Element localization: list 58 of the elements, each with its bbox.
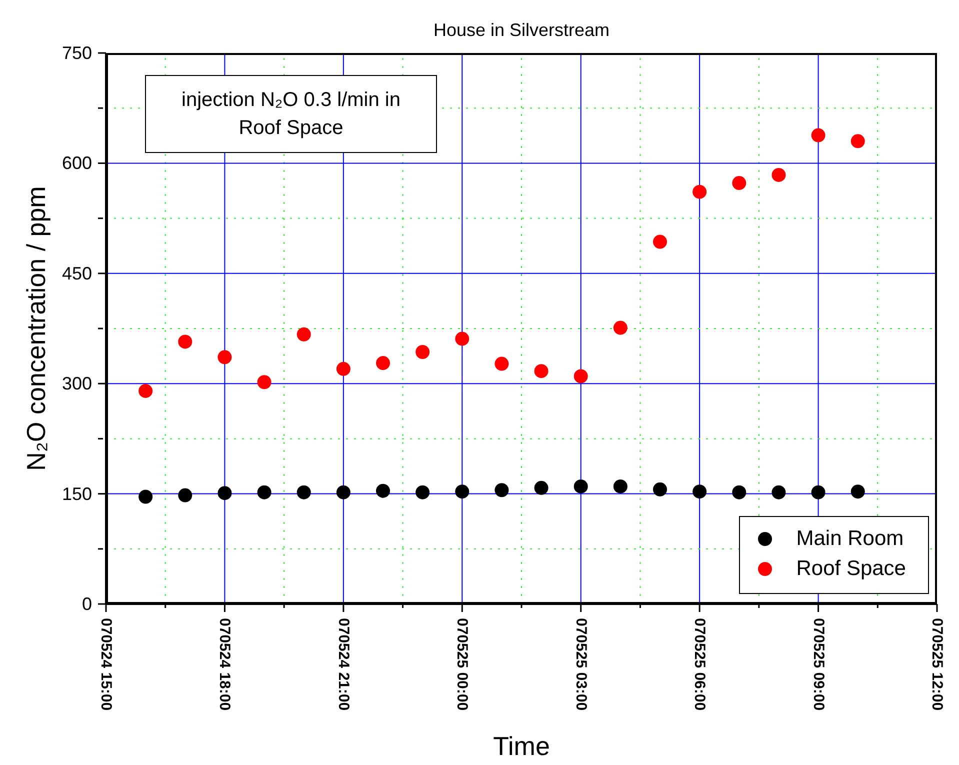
point bbox=[574, 369, 588, 384]
x-tick-label: 070525 06:00 bbox=[691, 618, 708, 711]
point bbox=[494, 356, 509, 371]
point bbox=[296, 327, 311, 342]
point bbox=[534, 364, 548, 378]
point bbox=[534, 480, 548, 495]
y-tick-label: 0 bbox=[82, 594, 92, 614]
point bbox=[772, 485, 786, 500]
legend-label: Roof Space bbox=[796, 557, 906, 581]
point bbox=[455, 484, 470, 499]
x-tick-label: 070525 00:00 bbox=[454, 618, 471, 711]
point bbox=[772, 168, 786, 182]
x-tick-label: 070525 09:00 bbox=[810, 618, 827, 711]
point bbox=[692, 484, 707, 499]
point bbox=[376, 484, 390, 498]
legend-label: Main Room bbox=[796, 527, 904, 551]
point bbox=[811, 485, 826, 500]
point bbox=[574, 479, 588, 494]
point bbox=[416, 485, 430, 500]
y-tick-label: 450 bbox=[62, 263, 92, 284]
point bbox=[376, 356, 390, 370]
point bbox=[336, 485, 350, 500]
point bbox=[811, 128, 826, 142]
point bbox=[850, 484, 865, 499]
y-tick-label: 750 bbox=[62, 43, 92, 63]
point bbox=[613, 320, 628, 335]
point bbox=[138, 384, 153, 398]
point bbox=[257, 485, 272, 500]
point bbox=[218, 350, 232, 364]
point bbox=[850, 134, 865, 148]
x-tick-label: 070525 12:00 bbox=[928, 618, 946, 711]
x-tick-label: 070524 15:00 bbox=[98, 618, 114, 711]
point bbox=[613, 479, 628, 494]
point bbox=[296, 485, 311, 500]
point bbox=[494, 483, 509, 498]
point bbox=[218, 486, 232, 500]
point bbox=[455, 332, 470, 346]
point bbox=[416, 345, 430, 360]
x-axis-title: Time bbox=[493, 731, 550, 761]
y-tick-label: 600 bbox=[62, 153, 92, 174]
point bbox=[653, 482, 667, 496]
point bbox=[692, 184, 707, 199]
y-tick-label: 150 bbox=[62, 484, 92, 504]
x-tick-label: 070525 03:00 bbox=[572, 618, 590, 711]
y-axis-title: N₂O concentration / ppm bbox=[21, 186, 51, 471]
x-tick-label: 070524 21:00 bbox=[334, 618, 352, 711]
point bbox=[336, 362, 350, 376]
chart-title: House in Silverstream bbox=[432, 20, 611, 41]
point bbox=[732, 485, 746, 500]
point bbox=[732, 176, 746, 190]
point bbox=[178, 334, 192, 349]
point bbox=[653, 234, 667, 249]
x-tick-label: 070524 18:00 bbox=[216, 618, 234, 711]
point bbox=[138, 490, 153, 504]
point bbox=[257, 375, 272, 390]
y-tick-label: 300 bbox=[62, 374, 92, 394]
note-box: injection N₂O 0.3 l/min in Roof Space bbox=[145, 75, 437, 153]
point bbox=[178, 488, 192, 502]
